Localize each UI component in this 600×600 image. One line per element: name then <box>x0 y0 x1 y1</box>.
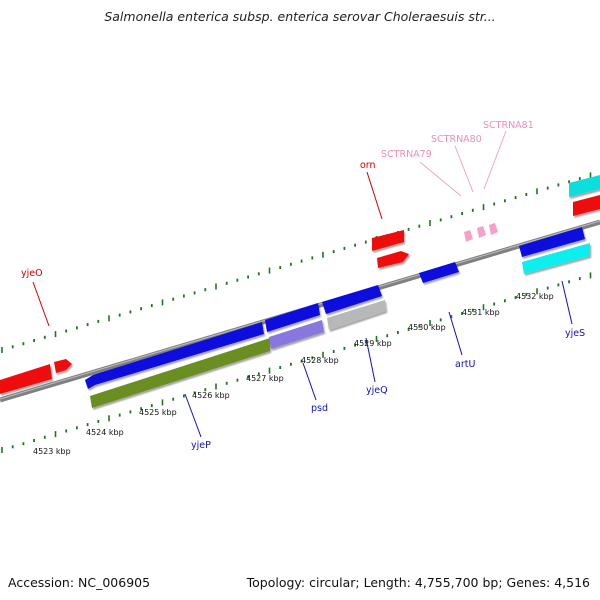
scale-label-4531: 4531 kbp <box>462 308 500 317</box>
yjeQ-gene[interactable] <box>322 285 386 330</box>
sctrna-genes[interactable] <box>464 223 498 242</box>
scale-label-4526: 4526 kbp <box>192 391 230 400</box>
scale-label-4525: 4525 kbp <box>139 408 177 417</box>
orn-label[interactable]: orn <box>360 160 376 171</box>
upper-tick-row <box>1 172 592 353</box>
upper-right-genes[interactable] <box>569 175 600 216</box>
scale-label-4532: 4532 kbp <box>516 292 554 301</box>
yjeQ-label[interactable]: yjeQ <box>366 385 388 396</box>
accession-text: Accession: NC_006905 <box>8 575 151 590</box>
psd-gene[interactable] <box>265 303 324 349</box>
sctrna79-gene[interactable] <box>464 230 473 242</box>
sctrna81-label[interactable]: SCTRNA81 <box>483 120 534 131</box>
scale-label-4528: 4528 kbp <box>301 356 339 365</box>
yjeP-label[interactable]: yjeP <box>191 440 211 451</box>
yjeO-gene[interactable] <box>0 359 72 394</box>
yjeP-gene[interactable] <box>85 322 270 408</box>
scale-label-4530: 4530 kbp <box>408 323 446 332</box>
sctrna79-label[interactable]: SCTRNA79 <box>381 149 432 160</box>
yjeO-label[interactable]: yjeO <box>21 268 43 279</box>
scale-label-4523: 4523 kbp <box>33 447 71 456</box>
scale-label-4529: 4529 kbp <box>354 339 392 348</box>
orn-gene[interactable] <box>372 230 409 268</box>
psd-label[interactable]: psd <box>311 403 328 414</box>
sctrna80-gene[interactable] <box>477 226 486 238</box>
yjeS-label[interactable]: yjeS <box>565 328 585 339</box>
yjeS-gene[interactable] <box>519 227 590 274</box>
artU-label[interactable]: artU <box>455 359 475 370</box>
scale-label-4524: 4524 kbp <box>86 428 124 437</box>
map-title: Salmonella enterica subsp. enterica sero… <box>104 9 496 24</box>
label-leader-lines <box>32 130 573 438</box>
scale-label-4527: 4527 kbp <box>246 374 284 383</box>
genome-summary-text: Topology: circular; Length: 4,755,700 bp… <box>246 575 590 590</box>
sctrna80-label[interactable]: SCTRNA80 <box>431 134 482 145</box>
lower-tick-row <box>1 272 592 453</box>
artU-gene[interactable] <box>419 262 459 283</box>
sctrna81-gene[interactable] <box>489 223 498 235</box>
